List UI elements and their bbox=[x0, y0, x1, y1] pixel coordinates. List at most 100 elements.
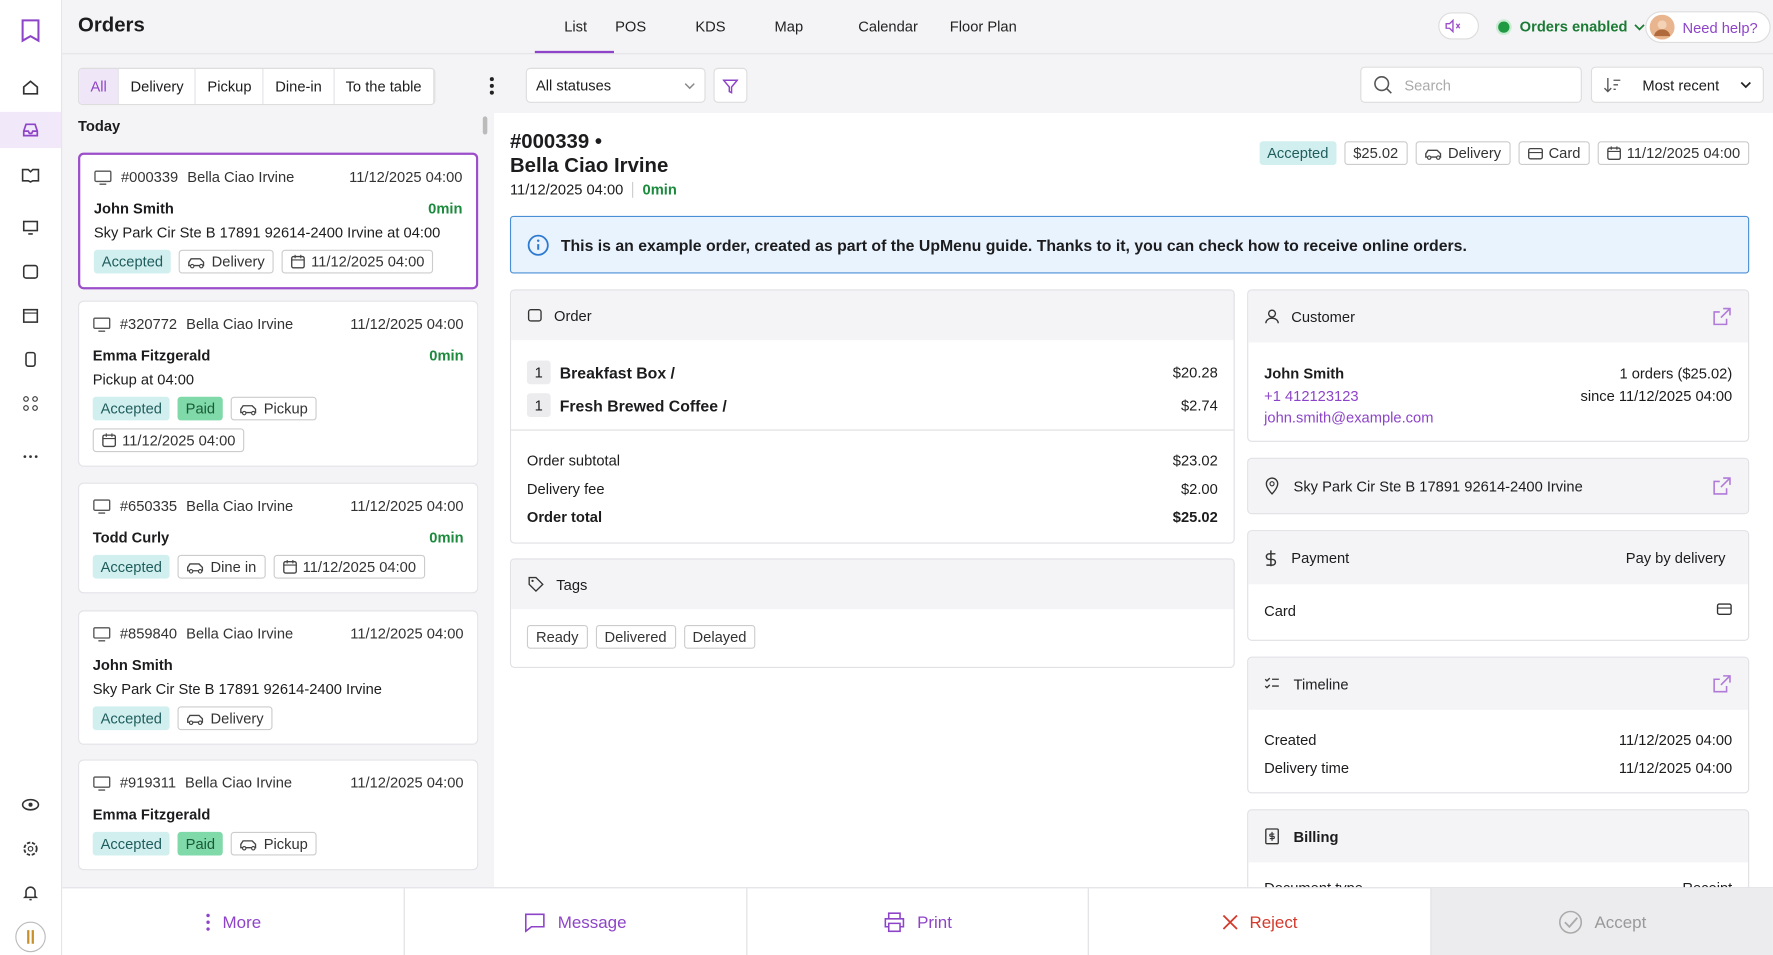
order-list: Today #000339 Bella Ciao Irvine 11/12/2025… bbox=[78, 113, 479, 887]
sound-toggle[interactable] bbox=[1438, 12, 1479, 40]
nav-integrations[interactable] bbox=[0, 385, 61, 421]
timeline-label: Created bbox=[1264, 731, 1317, 749]
nav-tab[interactable]: Map bbox=[774, 18, 804, 36]
orders-status[interactable]: Orders enabled bbox=[1486, 12, 1655, 40]
item-left: 1 Breakfast Box / bbox=[526, 360, 675, 385]
type-filter-option[interactable]: Delivery bbox=[119, 68, 197, 104]
timeline-header: Timeline bbox=[1248, 657, 1749, 710]
open-link[interactable] bbox=[1712, 476, 1732, 496]
nav-mobile[interactable] bbox=[0, 341, 61, 377]
nav-tab[interactable]: KDS bbox=[695, 18, 726, 36]
customer-name: Emma Fitzgerald bbox=[92, 805, 211, 823]
nav-tab[interactable]: Calendar bbox=[858, 18, 918, 36]
customer-name: Emma Fitzgerald bbox=[92, 346, 211, 364]
total-row: Order total $25.02 bbox=[527, 503, 1218, 531]
scheduled-badge: 11/12/2025 04:00 bbox=[273, 554, 426, 579]
address: Pickup at 04:00 bbox=[92, 370, 195, 388]
nav-calendar[interactable] bbox=[0, 297, 61, 333]
status-badge: Accepted bbox=[92, 396, 170, 421]
card-header-left: #320772 Bella Ciao Irvine bbox=[93, 315, 293, 332]
nav-settings[interactable] bbox=[0, 831, 61, 867]
detail-badges: Accepted $25.02 Delivery Card 11/12/2025 04:… bbox=[1259, 141, 1750, 166]
nav-tab[interactable]: POS bbox=[615, 18, 647, 36]
timeline-panel: Timeline Created 11/12/2025 04:00 Delivery… bbox=[1247, 656, 1750, 794]
order-date: 11/12/2025 04:00 bbox=[350, 625, 464, 642]
nav-home[interactable] bbox=[0, 69, 61, 105]
method-text: Pickup bbox=[263, 835, 308, 853]
badges: Accepted Paid Pickup 11/12/2025 04:00 bbox=[92, 396, 464, 453]
method-text: Dine in bbox=[210, 558, 257, 576]
open-link[interactable] bbox=[1712, 674, 1732, 694]
action-button[interactable]: Accept bbox=[1431, 888, 1773, 955]
type-filter-option[interactable]: Pickup bbox=[196, 68, 264, 104]
nav-orders[interactable] bbox=[0, 111, 62, 149]
card-header-left: #000339 Bella Ciao Irvine bbox=[94, 168, 294, 185]
nav-notifications[interactable] bbox=[0, 875, 61, 911]
nav-more[interactable] bbox=[0, 439, 61, 475]
wait-time: 0min bbox=[429, 528, 464, 546]
method-badge: Pickup bbox=[230, 831, 317, 856]
type-filter-option[interactable]: To the table bbox=[334, 68, 435, 104]
order-card[interactable]: #650335 Bella Ciao Irvine 11/12/2025 04:00… bbox=[78, 482, 479, 594]
action-button[interactable]: Message bbox=[405, 888, 747, 955]
address-text: Sky Park Cir Ste B 17891 92614-2400 Irvi… bbox=[1293, 477, 1583, 495]
wait-time: 0min bbox=[428, 200, 463, 217]
type-filter-option[interactable]: Dine-in bbox=[264, 68, 335, 104]
nav-pos[interactable] bbox=[0, 209, 61, 245]
total-value: $25.02 bbox=[1172, 508, 1218, 526]
detail-badge-text: Card bbox=[1548, 144, 1581, 162]
detail-meta: 11/12/2025 04:00 0min bbox=[510, 181, 677, 198]
billing-panel: Billing Document typeReceipt bbox=[1247, 809, 1750, 900]
detail-badge-text: 11/12/2025 04:00 bbox=[1626, 144, 1741, 162]
action-button[interactable]: More bbox=[62, 888, 405, 955]
more-filters[interactable] bbox=[475, 68, 509, 103]
order-card[interactable]: #919311 Bella Ciao Irvine 11/12/2025 04:00… bbox=[78, 759, 479, 871]
nav-shop[interactable] bbox=[0, 253, 61, 289]
status-select[interactable]: All statuses bbox=[525, 67, 706, 103]
detail-badge: Delivery bbox=[1415, 141, 1511, 166]
tag[interactable]: Ready bbox=[526, 625, 588, 649]
order-number: #000339 bbox=[120, 168, 179, 186]
detail-number: #000339 • bbox=[509, 129, 602, 153]
scheduled-text: 11/12/2025 04:00 bbox=[122, 431, 236, 449]
action-button[interactable]: Reject bbox=[1089, 888, 1432, 955]
total-label: Order subtotal bbox=[526, 452, 621, 470]
restaurant-avatar[interactable] bbox=[0, 919, 61, 955]
timeline-value: 11/12/2025 04:00 bbox=[1618, 731, 1733, 749]
payment-panel: Payment Pay by delivery Card bbox=[1247, 530, 1750, 641]
customer-phone[interactable]: +1 412123123 bbox=[1264, 387, 1359, 405]
action-button[interactable]: Print bbox=[747, 888, 1090, 955]
restaurant: Bella Ciao Irvine bbox=[186, 625, 294, 642]
logo[interactable] bbox=[0, 12, 61, 48]
filter-button[interactable] bbox=[713, 67, 748, 103]
order-number: #320772 bbox=[119, 315, 178, 333]
nav-menu[interactable] bbox=[0, 157, 61, 193]
action-label: Message bbox=[557, 912, 627, 932]
action-label: Print bbox=[917, 912, 952, 932]
search-input[interactable]: Search bbox=[1360, 66, 1582, 103]
scheduled-badge: 11/12/2025 04:00 bbox=[281, 249, 434, 274]
order-card[interactable]: #320772 Bella Ciao Irvine 11/12/2025 04:00… bbox=[78, 300, 479, 467]
order-card[interactable]: #859840 Bella Ciao Irvine 11/12/2025 04:00… bbox=[78, 610, 479, 745]
sort-select[interactable]: Most recent bbox=[1590, 66, 1764, 103]
order-panel-title: Order bbox=[554, 306, 592, 324]
method-text: Pickup bbox=[263, 400, 308, 418]
tag[interactable]: Delayed bbox=[683, 625, 756, 649]
address: Sky Park Cir Ste B 17891 92614-2400 Irvi… bbox=[92, 680, 382, 698]
total-row: Order subtotal $23.02 bbox=[527, 446, 1218, 474]
wait-time: 0min bbox=[429, 346, 464, 364]
tag[interactable]: Delivered bbox=[595, 625, 676, 649]
customer-name: John Smith bbox=[1264, 365, 1345, 383]
open-link[interactable] bbox=[1712, 306, 1732, 326]
customer-email[interactable]: john.smith@example.com bbox=[1264, 409, 1434, 427]
nav-tab[interactable]: List bbox=[564, 18, 588, 36]
help-button[interactable]: Need help? bbox=[1645, 11, 1771, 43]
nav-tab[interactable]: Floor Plan bbox=[949, 18, 1017, 36]
item-price: $2.74 bbox=[1180, 396, 1218, 414]
type-filter-option[interactable]: All bbox=[79, 68, 120, 104]
scheduled-text: 11/12/2025 04:00 bbox=[311, 253, 425, 271]
nav-preview[interactable] bbox=[0, 787, 61, 823]
order-card[interactable]: #000339 Bella Ciao Irvine 11/12/2025 04:00… bbox=[78, 152, 479, 290]
customer-title: Customer bbox=[1291, 307, 1355, 325]
customer-header: Customer bbox=[1248, 290, 1749, 343]
